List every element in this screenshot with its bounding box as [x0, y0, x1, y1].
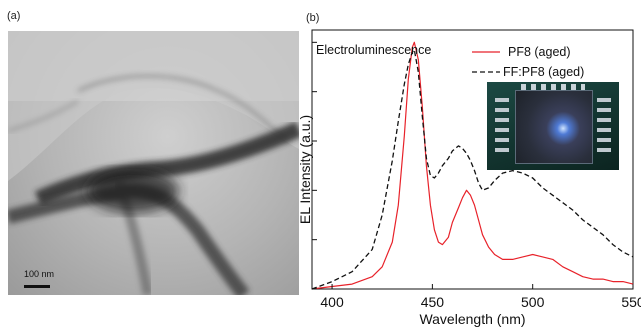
x-tick-label: 450	[421, 294, 445, 310]
legend-label-ff-pf8: FF:PF8 (aged)	[503, 65, 584, 79]
panel-a-label: (a)	[7, 10, 21, 22]
x-axis-title: Wavelength (nm)	[419, 311, 525, 327]
device-photo-inset	[487, 82, 619, 170]
series-line-pf8	[311, 41, 634, 290]
legend-label-pf8: PF8 (aged)	[508, 45, 571, 59]
tem-micrograph: 100 nm	[8, 31, 299, 295]
series-line-ff-pf8	[311, 49, 634, 290]
tem-texture	[8, 31, 299, 295]
chart-annotation: Electroluminescence	[316, 43, 431, 57]
left-pins	[495, 98, 509, 156]
scale-bar	[24, 285, 50, 288]
x-tick-label: 500	[521, 294, 545, 310]
x-tick-label: 400	[320, 294, 344, 310]
y-axis-title: EL Intensity (a.u.)	[300, 115, 313, 224]
contact-pads	[521, 84, 585, 90]
plot-frame	[311, 29, 634, 290]
panel-b-label: (b)	[306, 12, 320, 24]
el-spectrum-chart: 400 450 500 550 Electroluminescence Wavelen…	[300, 29, 641, 327]
x-tick-label: 550	[621, 294, 641, 310]
legend: PF8 (aged) FF:PF8 (aged)	[472, 45, 584, 79]
right-pins	[597, 98, 611, 156]
scale-bar-label: 100 nm	[24, 269, 55, 279]
emitting-device	[515, 90, 593, 164]
